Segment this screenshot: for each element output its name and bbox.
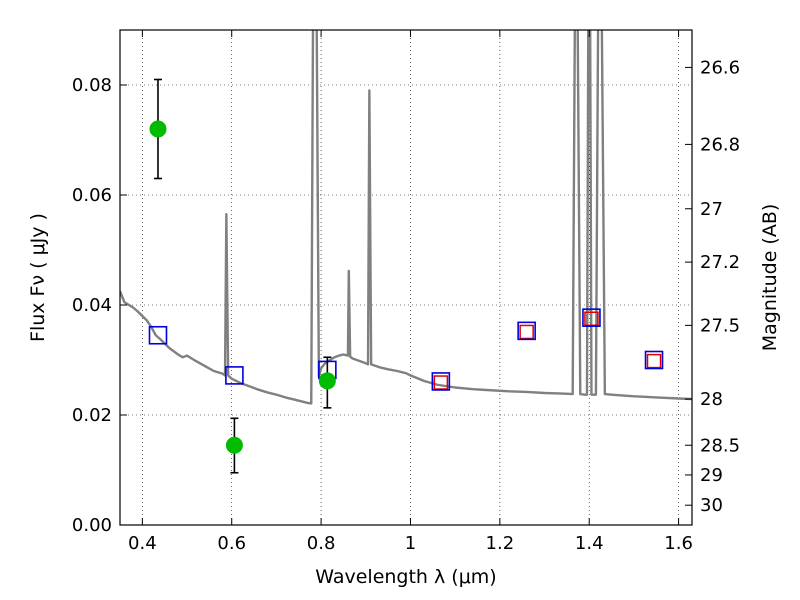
observed-photometry-point bbox=[149, 120, 167, 138]
y-tick-label: 0.02 bbox=[72, 405, 112, 426]
y2-tick-label: 27.5 bbox=[700, 315, 740, 336]
marker-layer bbox=[148, 78, 664, 474]
y-tick-label: 0.08 bbox=[72, 75, 112, 96]
x-axis-label: Wavelength λ (μm) bbox=[315, 566, 496, 588]
y2-tick-label: 26.8 bbox=[700, 134, 740, 155]
x-tick-label: 0.8 bbox=[307, 533, 336, 554]
model-band-flux-marker bbox=[582, 308, 601, 327]
y2-tick-label: 28 bbox=[700, 389, 723, 410]
y2-tick-label: 27 bbox=[700, 199, 723, 220]
y-tick-label: 0.04 bbox=[72, 295, 112, 316]
y2-axis-label: Magnitude (AB) bbox=[759, 204, 781, 352]
ticks: 0.4 0.6 0.8 1 1.2 1.4 1.6 0.00 0.02 0.04 0.06 0.08 2… bbox=[72, 30, 740, 554]
model-band-flux-alt-marker bbox=[584, 311, 599, 326]
model-band-flux-alt-marker bbox=[519, 324, 534, 340]
model-spectrum-line bbox=[120, 30, 692, 405]
y-tick-label: 0.06 bbox=[72, 185, 112, 206]
y2-tick-label: 27.2 bbox=[700, 252, 740, 273]
y-tick-label: 0.00 bbox=[72, 515, 112, 536]
model-band-flux-alt-marker bbox=[433, 375, 449, 390]
model-band-flux-marker bbox=[431, 372, 451, 391]
y2-tick-label: 26.6 bbox=[700, 57, 740, 78]
spectrum-layer bbox=[120, 30, 692, 405]
model-band-flux-marker bbox=[517, 321, 536, 341]
grid bbox=[120, 30, 692, 526]
x-tick-label: 1.4 bbox=[575, 533, 604, 554]
observed-photometry-point bbox=[225, 436, 243, 454]
model-band-flux-marker bbox=[148, 325, 168, 345]
x-tick-label: 0.4 bbox=[128, 533, 157, 554]
x-tick-label: 1 bbox=[405, 533, 416, 554]
y-axis-label: Flux Fν ( μJy ) bbox=[27, 213, 49, 342]
y2-tick-label: 29 bbox=[700, 465, 723, 486]
y2-tick-label: 30 bbox=[700, 495, 723, 516]
model-band-flux-marker bbox=[225, 366, 244, 385]
x-tick-label: 1.2 bbox=[486, 533, 515, 554]
x-tick-label: 1.6 bbox=[664, 533, 693, 554]
plot-frame bbox=[119, 29, 693, 526]
observed-photometry-point bbox=[318, 372, 336, 390]
model-band-flux-alt-marker bbox=[646, 353, 662, 369]
x-tick-label: 0.6 bbox=[217, 533, 246, 554]
model-band-flux-marker bbox=[644, 350, 664, 370]
y2-tick-label: 28.5 bbox=[700, 435, 740, 456]
